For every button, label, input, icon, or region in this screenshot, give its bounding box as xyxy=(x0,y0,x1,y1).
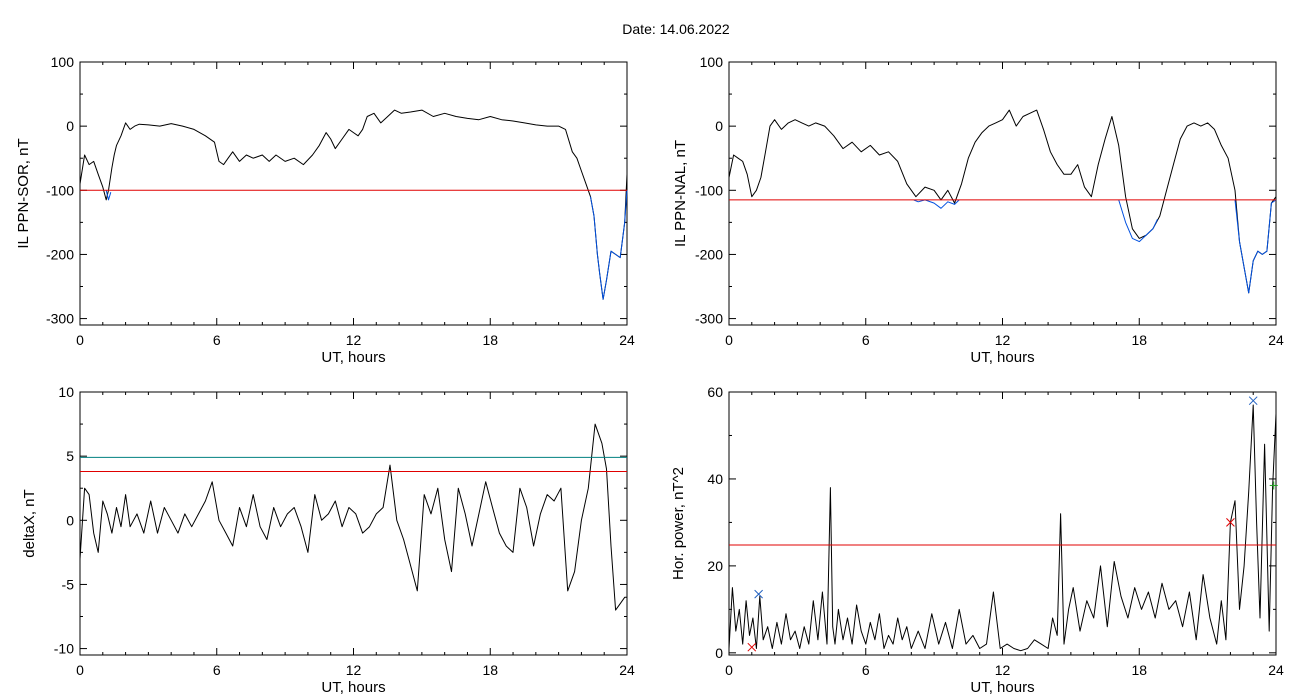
panel-hor-power-marker-3 xyxy=(1248,396,1258,406)
panel-deltax-xtick-label: 18 xyxy=(482,662,498,678)
panel-ppn-nal-ytick-label: 100 xyxy=(700,54,724,70)
panel-deltax-xtick-label: 12 xyxy=(346,662,362,678)
panel-hor-power-series-line-0 xyxy=(728,404,1277,652)
panel-ppn-nal-xlabel: UT, hours xyxy=(970,349,1034,366)
panel-ppn-sor: IL PPN-SOR, nT UT, hours 0 6 12 18 24 -300 -20… xyxy=(15,54,635,366)
panel-deltax-xtick-label: 0 xyxy=(76,662,84,678)
panel-ppn-nal-plot-frame xyxy=(728,61,1277,326)
panel-deltax-plot-frame xyxy=(79,391,628,656)
panel-ppn-sor-series-line-0 xyxy=(79,109,628,300)
panel-hor-power-marker-0 xyxy=(754,589,763,599)
panel-hor-power-plot-frame xyxy=(728,391,1277,656)
panel-ppn-nal-xtick-label: 24 xyxy=(1268,332,1284,348)
panel-ppn-sor-series-line-2 xyxy=(590,190,628,300)
panel-hor-power-xtick-label: 0 xyxy=(725,662,733,678)
panel-ppn-sor-xtick-label: 24 xyxy=(619,332,635,348)
panel-ppn-sor-xtick-label: 12 xyxy=(346,332,362,348)
panel-ppn-sor-xtick-label: 6 xyxy=(213,332,221,348)
panel-ppn-sor-series-line-1 xyxy=(105,190,112,201)
panel-ppn-nal-ytick-label: -100 xyxy=(695,182,723,198)
panel-ppn-sor-ytick-label: -100 xyxy=(46,182,74,198)
figure-title: Date: 14.06.2022 xyxy=(622,21,730,37)
panel-ppn-nal-series-line-2 xyxy=(1118,199,1158,243)
panel-ppn-nal-series-line-0 xyxy=(728,109,1277,294)
panel-ppn-sor-xlabel: UT, hours xyxy=(321,349,385,366)
panel-deltax-xtick-label: 24 xyxy=(619,662,635,678)
panel-ppn-nal-series-line-3 xyxy=(1234,199,1277,294)
panel-ppn-nal-ytick-label: 0 xyxy=(715,118,723,134)
panel-deltax-ytick-label: 10 xyxy=(58,384,74,400)
panel-ppn-sor-ylabel: IL PPN-SOR, nT xyxy=(15,138,32,248)
panel-hor-power-xtick-label: 12 xyxy=(995,662,1011,678)
panel-deltax: deltaX, nT UT, hours 0 6 12 18 24 -10 -5 0 5 10 xyxy=(21,384,635,696)
panel-hor-power-marker-1 xyxy=(747,642,757,652)
panel-ppn-sor-ytick-label: -200 xyxy=(46,246,74,262)
panel-deltax-ytick-label: 0 xyxy=(66,512,74,528)
panel-ppn-nal-xtick-label: 12 xyxy=(995,332,1011,348)
panel-ppn-nal-ytick-label: -200 xyxy=(695,246,723,262)
panel-ppn-nal-ylabel: IL PPN-NAL, nT xyxy=(672,140,689,247)
panel-deltax-ytick-label: -10 xyxy=(54,641,74,657)
panel-hor-power: Hor. power, nT^2 UT, hours 0 6 12 18 24 0 20 40… xyxy=(670,384,1284,696)
panel-hor-power-marker-2 xyxy=(1226,518,1235,527)
panel-ppn-sor-ytick-label: -300 xyxy=(46,311,74,327)
panel-ppn-sor-ytick-label: 100 xyxy=(51,54,75,70)
panel-hor-power-xtick-label: 24 xyxy=(1268,662,1284,678)
panel-hor-power-xlabel: UT, hours xyxy=(970,679,1034,696)
panel-ppn-sor-xtick-label: 0 xyxy=(76,332,84,348)
panel-hor-power-ytick-label: 0 xyxy=(715,645,723,661)
panel-deltax-ylabel: deltaX, nT xyxy=(21,489,38,557)
panel-ppn-nal: IL PPN-NAL, nT UT, hours 0 6 12 18 24 -300 -20… xyxy=(672,54,1284,366)
panel-ppn-nal-series-line-1 xyxy=(913,199,960,209)
panel-hor-power-ytick-label: 60 xyxy=(707,384,723,400)
panel-hor-power-ylabel: Hor. power, nT^2 xyxy=(670,467,687,580)
panel-ppn-nal-ytick-label: -300 xyxy=(695,311,723,327)
panel-ppn-nal-xtick-label: 18 xyxy=(1131,332,1147,348)
panel-ppn-sor-ytick-label: 0 xyxy=(66,118,74,134)
panel-hor-power-xtick-label: 6 xyxy=(862,662,870,678)
panel-hor-power-ytick-label: 40 xyxy=(707,471,723,487)
panel-deltax-ytick-label: 5 xyxy=(66,448,74,464)
panel-hor-power-xtick-label: 18 xyxy=(1131,662,1147,678)
panel-deltax-xlabel: UT, hours xyxy=(321,679,385,696)
panel-ppn-nal-xtick-label: 0 xyxy=(725,332,733,348)
panel-hor-power-ytick-label: 20 xyxy=(707,558,723,574)
panel-deltax-xtick-label: 6 xyxy=(213,662,221,678)
panel-ppn-nal-xtick-label: 6 xyxy=(862,332,870,348)
panel-deltax-ytick-label: -5 xyxy=(62,576,75,592)
panel-ppn-sor-plot-frame xyxy=(79,61,628,326)
panel-ppn-sor-xtick-label: 18 xyxy=(482,332,498,348)
panel-deltax-series-line-0 xyxy=(79,423,627,611)
